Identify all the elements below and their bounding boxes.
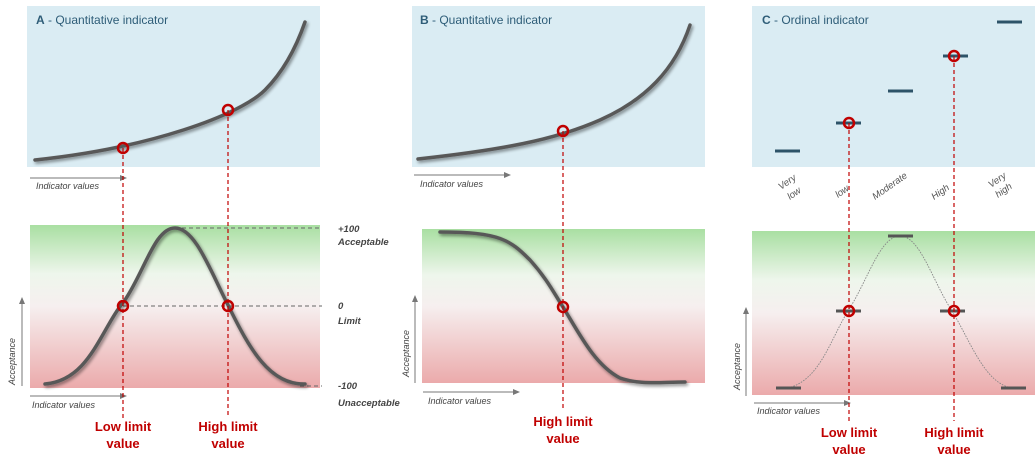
panel-b-acceptance-axis-label: Acceptance [401, 330, 411, 378]
panel-b-top-x-axis-label: Indicator values [420, 179, 484, 189]
panel-a-low-limit-label-line2: value [106, 436, 139, 451]
panel-c-title: C - Ordinal indicator [762, 13, 869, 27]
panel-a-indicator-curve [33, 20, 307, 162]
category-label-low: low [833, 183, 852, 201]
panel-c-high-limit-marker-top [947, 49, 961, 63]
panel-a-high-limit-label-line1: High limit [198, 419, 258, 434]
panel-c-low-limit-marker-bottom [842, 304, 856, 318]
panel-a-acceptance-curve [43, 226, 307, 386]
panel-b: B - Quantitative indicator Indicator val… [401, 6, 705, 446]
panel-b-top-background [412, 6, 705, 167]
scale-top-label: Acceptable [337, 237, 389, 248]
panel-c-low-limit-label-line2: value [832, 442, 865, 457]
panel-b-high-limit-marker-bottom [556, 300, 570, 314]
panel-c-category-labels: Very low low Moderate High Very high [776, 170, 1014, 203]
panel-a-top-background [27, 6, 320, 167]
panel-a-high-limit-label-line2: value [211, 436, 244, 451]
panel-c-high-limit-label-line2: value [937, 442, 970, 457]
scale-mid-label: Limit [338, 316, 362, 327]
panel-b-high-limit-label-line2: value [546, 431, 579, 446]
panel-b-title: B - Quantitative indicator [420, 13, 552, 27]
panel-c-acceptance-steps [776, 234, 1026, 390]
panel-a-top-x-axis-label: Indicator values [36, 181, 100, 191]
panel-b-bottom-x-axis-label: Indicator values [428, 396, 492, 406]
panel-a: A - Quantitative indicator Indicator val… [7, 6, 400, 451]
panel-a-title: A - Quantitative indicator [36, 13, 168, 27]
panel-c: C - Ordinal indicator Very low low Moder… [732, 6, 1035, 457]
panel-b-indicator-curve [416, 23, 692, 161]
panel-a-bottom-x-axis-label: Indicator values [32, 400, 96, 410]
panel-a-low-limit-marker-top [116, 141, 130, 155]
panel-c-top-background [752, 6, 1035, 167]
category-label-high: High [929, 182, 951, 202]
panel-c-acceptance-background [752, 231, 1035, 395]
panel-a-high-limit-marker-top [221, 103, 235, 117]
panel-c-low-limit-label-line1: Low limit [821, 425, 878, 440]
panel-a-acceptance-axis-label: Acceptance [7, 338, 17, 386]
panel-c-high-limit-label-line1: High limit [924, 425, 984, 440]
panel-b-high-limit-marker-top [556, 124, 570, 138]
scale-mid-value: 0 [338, 301, 344, 312]
scale-top-value: +100 [338, 224, 360, 235]
panel-b-high-limit-label-line1: High limit [533, 414, 593, 429]
scale-bottom-value: -100 [338, 381, 358, 392]
scale-bottom-label: Unacceptable [338, 398, 400, 409]
panel-c-low-limit-marker-top [842, 116, 856, 130]
panel-a-low-limit-marker-bottom [116, 299, 130, 313]
panel-a-high-limit-marker-bottom [221, 299, 235, 313]
panel-c-bottom-x-axis-label: Indicator values [757, 406, 821, 416]
panel-c-high-limit-marker-bottom [947, 304, 961, 318]
category-label-moderate: Moderate [870, 170, 909, 202]
panel-c-acceptance-axis-label: Acceptance [732, 343, 742, 391]
panel-a-low-limit-label-line1: Low limit [95, 419, 152, 434]
